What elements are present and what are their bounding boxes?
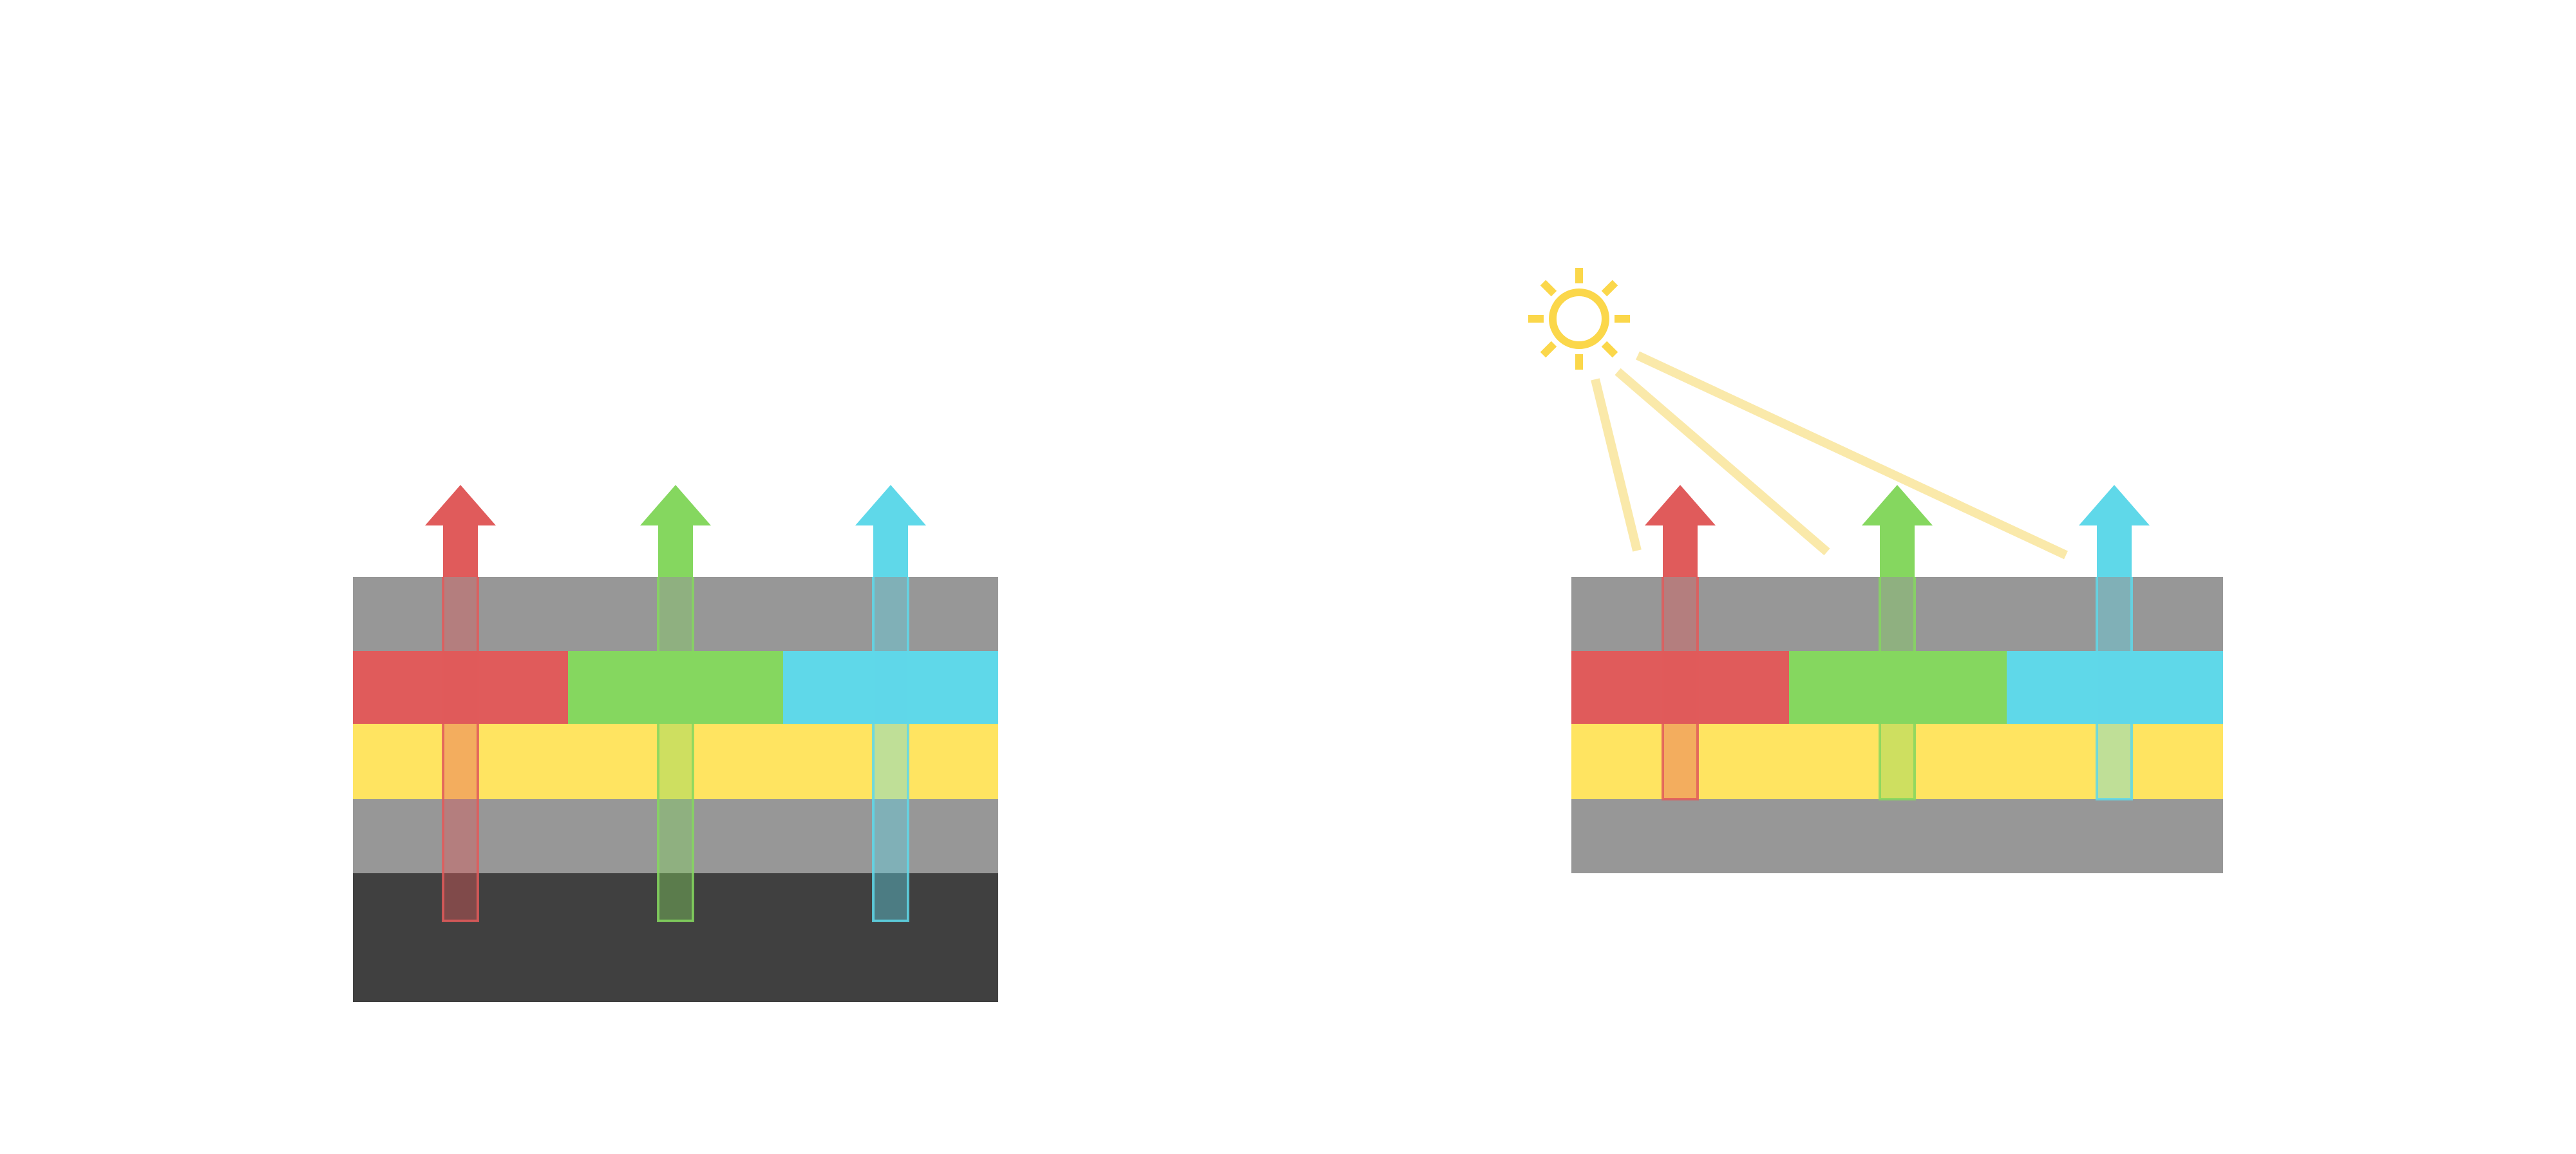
- sunlight-beam-short: [1591, 378, 1642, 552]
- cyan-arrow-shaft-outline: [872, 577, 909, 922]
- cyan-arrow-shaft: [2097, 577, 2132, 799]
- green-arrow-shaft-outline: [657, 577, 694, 922]
- cyan-arrow-shaft: [873, 577, 908, 921]
- sun-icon: [1528, 268, 1630, 370]
- cyan-light-arrow: [855, 485, 926, 922]
- sun-disc: [1549, 288, 1609, 349]
- green-arrow-shaft: [658, 577, 693, 921]
- top-electrode-layer: [1571, 577, 2223, 651]
- red-subpixel-layer: [1571, 651, 1789, 724]
- cyan-subpixel-layer: [2007, 651, 2223, 724]
- sun-ray-top-left: [1540, 279, 1557, 297]
- reflective-display-panel: [1528, 268, 2223, 873]
- sunlight-beam-middle: [1615, 368, 1830, 556]
- red-light-arrow: [1645, 485, 1716, 800]
- red-subpixel-layer: [353, 651, 568, 724]
- sun-ray-bottom-left: [1540, 341, 1557, 358]
- bottom-electrode-layer: [353, 799, 998, 873]
- green-subpixel-layer: [1789, 651, 2007, 724]
- red-arrow-head: [425, 485, 496, 577]
- backlight-substrate-layer: [353, 873, 998, 1002]
- cyan-arrow-shaft-outline: [2096, 577, 2133, 800]
- bottom-electrode-layer: [1571, 799, 2223, 873]
- sun-ray-bottom-right: [1601, 341, 1618, 358]
- red-light-arrow: [425, 485, 496, 922]
- red-arrow-shaft: [443, 577, 478, 921]
- green-arrow-head: [1862, 485, 1933, 577]
- emissive-display-panel: [353, 485, 998, 1002]
- sunlight-beams: [1591, 351, 2068, 560]
- green-subpixel-layer: [568, 651, 783, 724]
- red-arrow-shaft: [1663, 577, 1698, 799]
- yellow-layer: [353, 724, 998, 799]
- cyan-light-arrow: [2079, 485, 2150, 800]
- green-arrow-head: [640, 485, 711, 577]
- red-arrow-head: [1645, 485, 1716, 577]
- cyan-subpixel-layer: [783, 651, 998, 724]
- red-arrow-shaft-outline: [442, 577, 479, 922]
- cyan-arrow-head: [855, 485, 926, 577]
- cyan-arrow-head: [2079, 485, 2150, 577]
- green-light-arrow: [1862, 485, 1933, 800]
- top-electrode-layer: [353, 577, 998, 651]
- green-light-arrow: [640, 485, 711, 922]
- sunlight-beam-long: [1636, 351, 2068, 560]
- yellow-layer: [1571, 724, 2223, 799]
- sun-ray-top-right: [1601, 279, 1618, 297]
- green-arrow-shaft: [1880, 577, 1915, 799]
- green-arrow-shaft-outline: [1879, 577, 1916, 800]
- red-arrow-shaft-outline: [1662, 577, 1699, 800]
